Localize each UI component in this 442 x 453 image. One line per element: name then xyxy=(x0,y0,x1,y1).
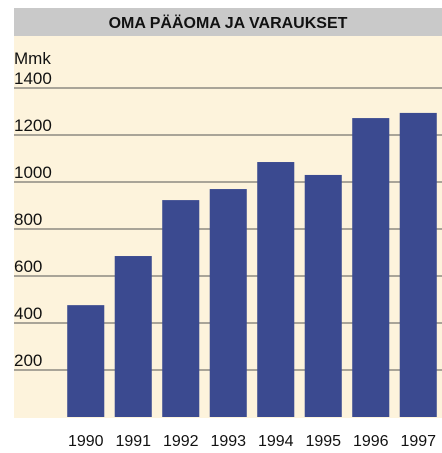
y-tick-label: 600 xyxy=(14,257,42,276)
y-axis-unit: Mmk xyxy=(14,49,51,68)
bar xyxy=(67,305,105,417)
x-tick-label: 1993 xyxy=(210,433,246,450)
x-tick-label: 1991 xyxy=(115,433,151,450)
bar xyxy=(209,189,247,417)
y-tick-label: 200 xyxy=(14,351,42,370)
x-tick-label: 1994 xyxy=(258,433,294,450)
bar xyxy=(114,256,152,417)
y-tick-label: 800 xyxy=(14,210,42,229)
title-band xyxy=(14,8,442,36)
y-tick-label: 1000 xyxy=(14,163,52,182)
x-tick-label: 1997 xyxy=(400,433,436,450)
y-tick-label: 1400 xyxy=(14,69,52,88)
y-tick-label: 1200 xyxy=(14,116,52,135)
x-tick-label: 1992 xyxy=(163,433,199,450)
chart-title: OMA PÄÄOMA JA VARAUKSET xyxy=(109,14,348,32)
bar xyxy=(304,174,342,417)
bar xyxy=(352,118,390,417)
bar xyxy=(257,162,295,417)
x-tick-label: 1990 xyxy=(68,433,104,450)
bar xyxy=(162,200,200,417)
x-tick-label: 1995 xyxy=(305,433,341,450)
y-tick-label: 400 xyxy=(14,304,42,323)
bar xyxy=(399,112,437,417)
x-tick-label: 1996 xyxy=(353,433,389,450)
